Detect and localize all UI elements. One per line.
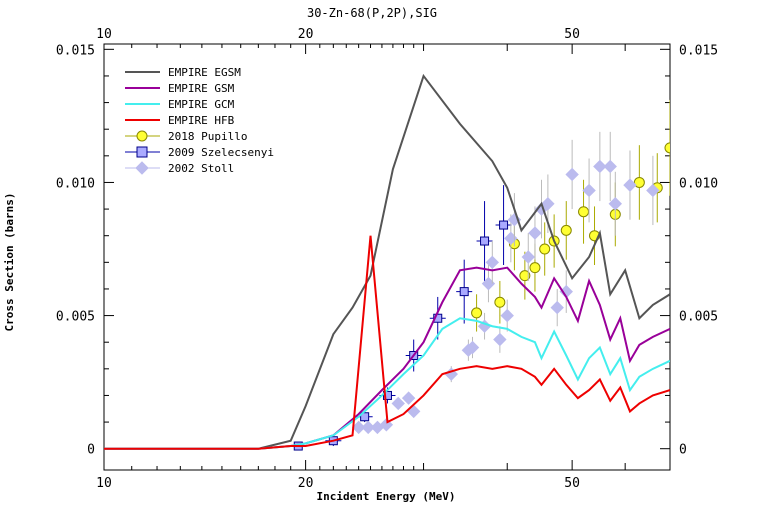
- legend-square-marker: [136, 146, 148, 158]
- stoll-2002-point: [608, 197, 623, 211]
- pupillo-2018-point: [519, 270, 531, 282]
- y-tick-label-left: 0: [87, 443, 95, 458]
- pupillo-2018-point: [578, 206, 590, 218]
- szelecsenyi-2009-point: [459, 287, 469, 297]
- y-axis-label: Cross Section (barns): [3, 192, 16, 331]
- stoll-2002-point: [351, 420, 366, 435]
- y-tick-label-right: 0.005: [679, 310, 718, 325]
- y-tick-label-left: 0.015: [56, 43, 95, 58]
- chart-title: 30-Zn-68(P,2P),SIG: [307, 6, 437, 20]
- y-tick-label-right: 0.010: [679, 176, 718, 191]
- pupillo-2018-point: [633, 176, 645, 188]
- pupillo-2018-point: [529, 262, 541, 274]
- legend-label: EMPIRE EGSM: [168, 66, 241, 79]
- y-tick-label-right: 0.015: [679, 43, 718, 58]
- pupillo-2018-point: [539, 243, 551, 255]
- series-line-empire-gcm: [104, 317, 670, 450]
- legend-label: EMPIRE GCM: [168, 98, 235, 111]
- plot-layer: 10 10 20 20 50 50 0 0 0.005 0.005 0.010 0.010 0.015 0…: [56, 27, 718, 491]
- x-tick-label-top: 20: [298, 27, 314, 42]
- stoll-2002-point: [391, 396, 405, 411]
- szelecsenyi-2009-point: [360, 412, 370, 422]
- stoll-2002-point: [361, 420, 375, 435]
- pupillo-2018-point: [664, 142, 670, 154]
- stoll-2002-point: [493, 332, 507, 347]
- series-line-empire-gsm: [104, 266, 670, 450]
- stoll-2002-point: [500, 308, 514, 323]
- x-tick-label-bottom: 10: [96, 476, 112, 491]
- stoll-2002-point: [582, 183, 596, 198]
- pupillo-2018-point: [471, 307, 483, 319]
- x-tick-label-top: 50: [564, 27, 580, 42]
- x-tick-label-bottom: 50: [564, 476, 580, 491]
- pupillo-2018-point: [494, 296, 506, 308]
- legend-label: 2018 Pupillo: [168, 130, 247, 143]
- stoll-2002-point: [528, 226, 542, 240]
- stoll-2002-point: [521, 250, 535, 264]
- legend-label: 2002 Stoll: [168, 162, 234, 175]
- y-tick-label-left: 0.005: [56, 310, 95, 325]
- legend: EMPIRE EGSM EMPIRE GSM EMPIRE GCM EMPIRE HF…: [125, 66, 274, 175]
- y-tick-label-left: 0.010: [56, 176, 95, 191]
- szelecsenyi-2009-point: [499, 220, 509, 230]
- stoll-2002-point: [485, 255, 500, 270]
- legend-label: 2009 Szelecsenyi: [168, 146, 274, 159]
- data-layer: [104, 73, 670, 451]
- x-axis-label: Incident Energy (MeV): [316, 490, 455, 503]
- stoll-2002-point: [541, 197, 555, 211]
- stoll-2002-point: [593, 159, 607, 174]
- stoll-2002-point: [550, 300, 564, 315]
- plot-frame: [103, 43, 671, 471]
- series-line-empire-hfb: [104, 235, 670, 450]
- y-tick-label-right: 0: [679, 443, 687, 458]
- legend-diamond-marker: [135, 161, 149, 175]
- x-tick-label-top: 10: [96, 27, 112, 42]
- legend-circle-marker: [136, 130, 148, 142]
- stoll-2002-point: [401, 391, 416, 405]
- pupillo-2018-point: [560, 224, 572, 236]
- legend-label: EMPIRE GSM: [168, 82, 235, 95]
- stoll-2002-point: [623, 178, 637, 192]
- stoll-2002-point: [646, 183, 660, 198]
- x-tick-label-bottom: 20: [298, 476, 314, 491]
- szelecsenyi-2009-point: [480, 236, 490, 246]
- legend-label: EMPIRE HFB: [168, 114, 235, 127]
- szelecsenyi-2009-point: [382, 390, 392, 400]
- stoll-2002-point: [603, 159, 617, 174]
- stoll-2002-point: [465, 340, 480, 355]
- series-line-empire-egsm: [104, 73, 670, 450]
- stoll-2002-point: [565, 167, 579, 182]
